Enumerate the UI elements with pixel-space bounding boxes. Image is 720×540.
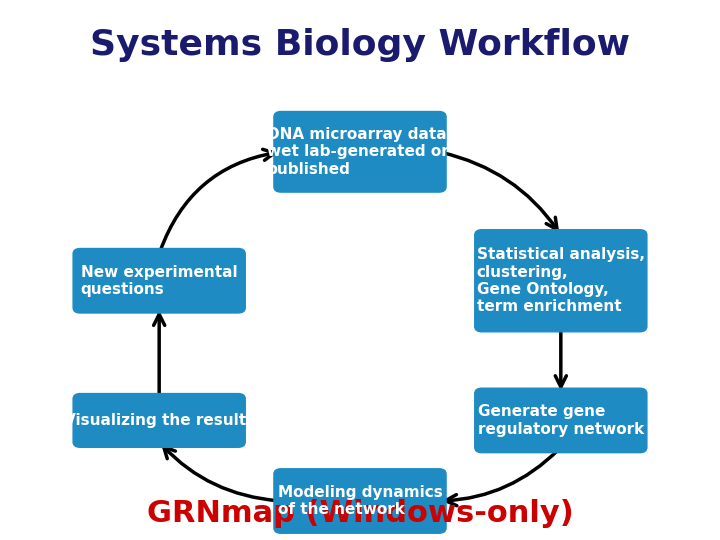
Text: Statistical analysis,
clustering,
Gene Ontology,
term enrichment: Statistical analysis, clustering, Gene O… — [477, 247, 645, 314]
Text: New experimental
questions: New experimental questions — [81, 265, 238, 297]
FancyBboxPatch shape — [474, 230, 647, 332]
FancyBboxPatch shape — [73, 248, 246, 313]
FancyBboxPatch shape — [274, 112, 446, 192]
FancyBboxPatch shape — [274, 469, 446, 533]
Text: DNA microarray data:
wet lab-generated or
published: DNA microarray data: wet lab-generated o… — [267, 127, 453, 177]
Text: GRNmap (Windows-only): GRNmap (Windows-only) — [147, 499, 573, 528]
Text: Modeling dynamics
of the network: Modeling dynamics of the network — [278, 485, 442, 517]
Text: Generate gene
regulatory network: Generate gene regulatory network — [477, 404, 644, 437]
Text: Visualizing the results: Visualizing the results — [63, 413, 255, 428]
Text: Systems Biology Workflow: Systems Biology Workflow — [90, 28, 630, 62]
FancyBboxPatch shape — [73, 394, 246, 447]
FancyBboxPatch shape — [474, 388, 647, 453]
